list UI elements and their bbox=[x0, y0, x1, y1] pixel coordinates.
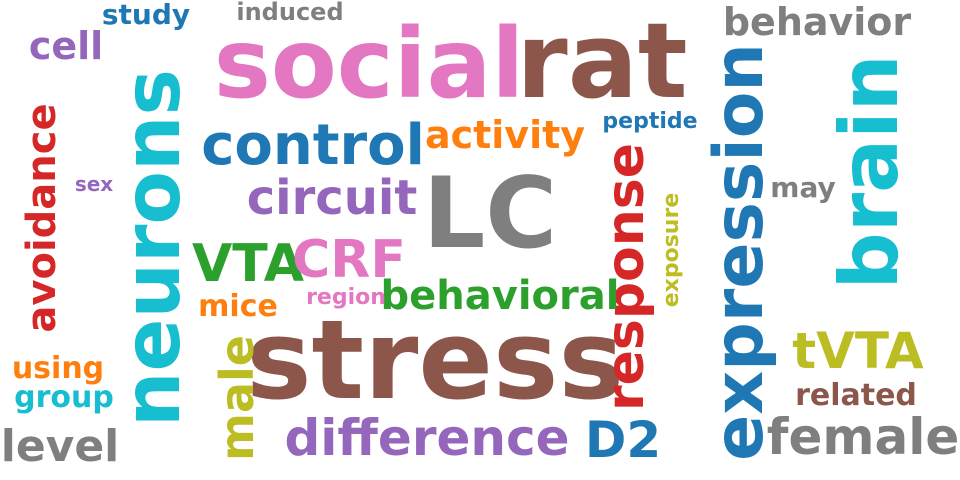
word-sex: sex bbox=[74, 172, 114, 196]
word-induced: induced bbox=[236, 0, 344, 26]
word-related: related bbox=[795, 378, 917, 413]
word-rat: rat bbox=[516, 0, 688, 122]
word-tVTA: tVTA bbox=[792, 322, 924, 380]
word-brain: brain bbox=[823, 54, 916, 290]
word-neurons: neurons bbox=[108, 69, 198, 427]
word-VTA: VTA bbox=[192, 234, 304, 294]
word-social: social bbox=[213, 8, 525, 120]
word-LC: LC bbox=[422, 157, 558, 271]
word-circuit: circuit bbox=[246, 170, 418, 226]
word-mice: mice bbox=[198, 289, 278, 324]
word-cell: cell bbox=[28, 24, 104, 68]
word-group: group bbox=[14, 380, 114, 415]
word-may: may bbox=[770, 171, 836, 204]
word-region: region bbox=[306, 285, 386, 310]
word-difference: difference bbox=[284, 409, 570, 467]
word-control: control bbox=[201, 113, 425, 178]
word-activity: activity bbox=[424, 113, 586, 157]
word-CRF: CRF bbox=[292, 230, 406, 290]
word-behavior: behavior bbox=[722, 0, 912, 44]
word-expression: expression bbox=[700, 43, 779, 461]
word-behavioral: behavioral bbox=[380, 273, 620, 319]
word-exposure: exposure bbox=[659, 192, 684, 308]
word-avoidance: avoidance bbox=[19, 103, 65, 333]
word-male: male bbox=[210, 335, 264, 461]
word-peptide: peptide bbox=[602, 109, 698, 134]
word-using: using bbox=[11, 351, 105, 386]
word-stress: stress bbox=[246, 296, 624, 424]
word-study: study bbox=[101, 0, 191, 31]
word-D2: D2 bbox=[584, 411, 662, 469]
word-female: female bbox=[766, 408, 960, 466]
word-level: level bbox=[0, 421, 120, 472]
